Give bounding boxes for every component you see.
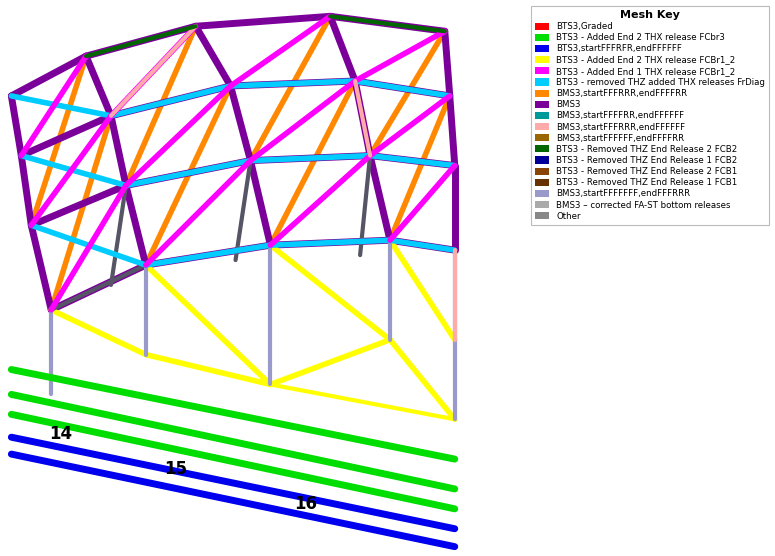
Text: 15: 15 [164, 460, 188, 478]
Text: 14: 14 [50, 425, 73, 443]
Legend: BTS3,Graded, BTS3 - Added End 2 THX release FCbr3, BTS3,startFFFRFR,endFFFFFF, B: BTS3,Graded, BTS3 - Added End 2 THX rele… [531, 6, 770, 225]
Text: 16: 16 [294, 495, 317, 513]
